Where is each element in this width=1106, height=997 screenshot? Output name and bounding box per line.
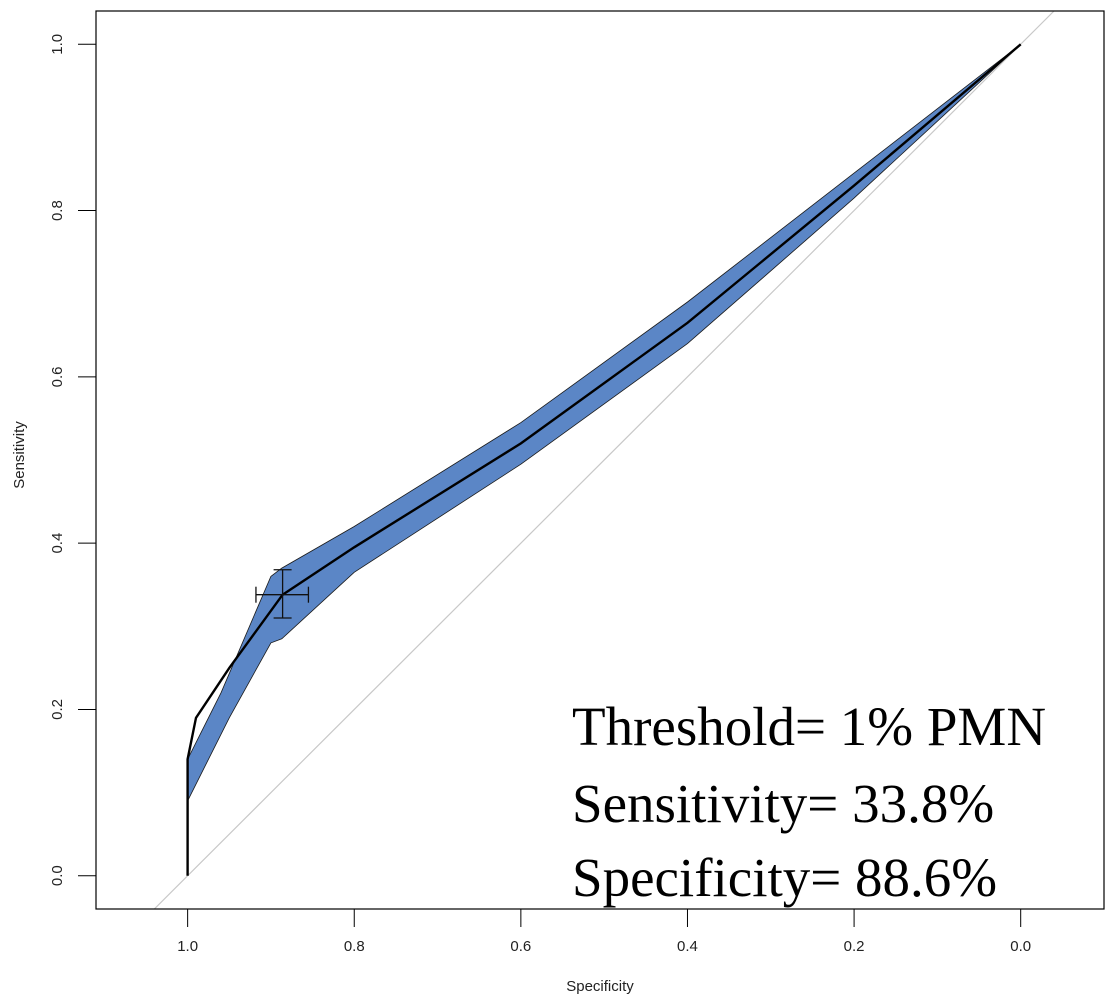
y-tick-label: 0.6 <box>49 366 66 387</box>
reference-diagonal <box>153 11 1055 909</box>
y-tick-label: 0.8 <box>49 200 66 221</box>
x-tick-label: 0.8 <box>344 938 365 955</box>
x-tick-label: 0.2 <box>844 938 865 955</box>
y-tick-label: 1.0 <box>49 34 66 55</box>
x-axis-title: Specificity <box>566 978 634 995</box>
y-axis: 0.0 0.2 0.4 0.6 0.8 1.0 <box>49 34 97 886</box>
x-tick-label: 1.0 <box>177 938 198 955</box>
confidence-band <box>187 43 1021 802</box>
y-tick-label: 0.0 <box>49 865 66 886</box>
x-tick-label: 0.6 <box>510 938 531 955</box>
y-tick-label: 0.2 <box>49 699 66 720</box>
y-tick-label: 0.4 <box>49 533 66 554</box>
operating-point <box>255 569 310 619</box>
sensitivity-annotation: Sensitivity= 33.8% <box>572 773 994 834</box>
x-axis: 1.0 0.8 0.6 0.4 0.2 0.0 <box>177 908 1031 955</box>
x-tick-label: 0.0 <box>1010 938 1031 955</box>
threshold-annotation: Threshold= 1% PMN <box>572 696 1046 757</box>
roc-curve-line <box>186 43 1022 876</box>
x-tick-label: 0.4 <box>677 938 698 955</box>
specificity-annotation: Specificity= 88.6% <box>572 847 997 908</box>
plot-area <box>153 11 1055 909</box>
y-axis-title: Sensitivity <box>11 421 28 489</box>
